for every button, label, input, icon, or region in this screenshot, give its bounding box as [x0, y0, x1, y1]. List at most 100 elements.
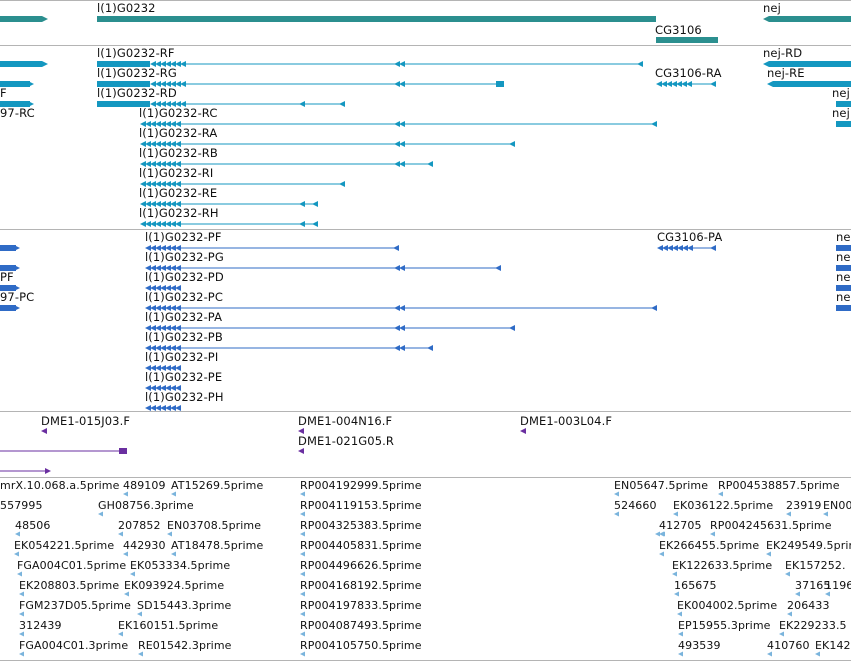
est-glyph[interactable] — [14, 551, 19, 557]
transcript-glyph[interactable] — [170, 121, 176, 127]
transcript-glyph[interactable] — [394, 61, 400, 67]
transcript-label[interactable]: l(1)G0232-RC — [139, 106, 218, 120]
transcript-glyph[interactable] — [140, 201, 146, 207]
est-label[interactable]: RP004496626.5prime — [300, 559, 422, 572]
protein-glyph[interactable] — [170, 345, 176, 351]
transcript-label[interactable]: nej — [832, 106, 850, 120]
protein-glyph[interactable] — [155, 345, 161, 351]
protein-glyph[interactable] — [14, 265, 20, 271]
est-label[interactable]: 23919 — [786, 499, 822, 512]
transcript-glyph[interactable] — [155, 161, 161, 167]
protein-label[interactable]: l(1)G0232-PH — [145, 390, 224, 404]
est-glyph[interactable] — [815, 651, 820, 657]
transcript-glyph[interactable] — [175, 161, 181, 167]
gene-label[interactable]: nej — [763, 1, 781, 15]
protein-glyph[interactable] — [175, 365, 181, 371]
transcript-glyph[interactable] — [160, 181, 166, 187]
transcript-label[interactable]: l(1)G0232-RG — [97, 66, 177, 80]
est-label[interactable]: EK053334.5prime — [130, 559, 231, 572]
est-glyph[interactable] — [98, 511, 103, 517]
gene-glyph[interactable] — [656, 37, 718, 43]
transcript-glyph[interactable] — [399, 61, 405, 67]
transcript-glyph[interactable] — [150, 181, 156, 187]
transcript-glyph[interactable] — [661, 81, 667, 87]
transcript-glyph[interactable] — [312, 221, 318, 227]
est-glyph[interactable] — [19, 651, 24, 657]
protein-glyph[interactable] — [165, 365, 171, 371]
transcript-label[interactable]: nej — [832, 86, 850, 100]
clone-label[interactable]: DME1-003L04.F — [520, 414, 613, 428]
est-label[interactable]: FGA004C01.5prime — [17, 559, 127, 572]
transcript-glyph[interactable] — [175, 141, 181, 147]
est-label[interactable]: EN03708.5prime — [167, 519, 262, 532]
transcript-glyph[interactable] — [394, 81, 400, 87]
transcript-glyph[interactable] — [160, 81, 166, 87]
protein-glyph[interactable] — [160, 285, 166, 291]
est-glyph[interactable] — [710, 531, 715, 537]
protein-glyph[interactable] — [155, 285, 161, 291]
transcript-glyph[interactable] — [836, 121, 851, 127]
est-glyph[interactable] — [660, 531, 665, 537]
protein-glyph[interactable] — [145, 385, 151, 391]
protein-glyph[interactable] — [427, 345, 433, 351]
transcript-glyph[interactable] — [710, 81, 716, 87]
protein-glyph[interactable] — [160, 345, 166, 351]
transcript-glyph[interactable] — [763, 61, 769, 67]
protein-glyph[interactable] — [170, 265, 176, 271]
gene-label[interactable]: CG3106 — [655, 23, 702, 37]
protein-glyph[interactable] — [394, 305, 400, 311]
est-glyph[interactable] — [823, 511, 828, 517]
protein-glyph[interactable] — [165, 405, 171, 411]
protein-label[interactable]: ne — [836, 270, 851, 284]
transcript-label[interactable]: l(1)G0232-RD — [97, 86, 177, 100]
transcript-glyph[interactable] — [155, 121, 161, 127]
transcript-label[interactable]: l(1)G0232-RF — [97, 46, 175, 60]
transcript-glyph[interactable] — [299, 101, 305, 107]
est-glyph[interactable] — [300, 651, 305, 657]
gene-glyph[interactable] — [769, 16, 851, 22]
protein-glyph[interactable] — [175, 325, 181, 331]
protein-glyph[interactable] — [145, 305, 151, 311]
gene-glyph[interactable] — [97, 16, 656, 22]
protein-glyph[interactable] — [14, 245, 20, 251]
transcript-glyph[interactable] — [150, 161, 156, 167]
transcript-glyph[interactable] — [160, 141, 166, 147]
transcript-glyph[interactable] — [773, 81, 851, 87]
transcript-glyph[interactable] — [394, 161, 400, 167]
est-label[interactable]: EK249549.5prime — [766, 539, 851, 552]
protein-glyph[interactable] — [677, 245, 683, 251]
protein-label[interactable]: ne — [836, 250, 851, 264]
protein-glyph[interactable] — [836, 285, 851, 291]
est-glyph[interactable] — [300, 491, 305, 497]
protein-glyph[interactable] — [160, 385, 166, 391]
est-glyph[interactable] — [171, 551, 176, 557]
est-glyph[interactable] — [19, 631, 24, 637]
gene-glyph[interactable] — [42, 16, 48, 22]
clone-glyph[interactable] — [41, 428, 47, 434]
est-label[interactable]: EK093924.5prime — [124, 579, 225, 592]
est-glyph[interactable] — [659, 551, 664, 557]
transcript-glyph[interactable] — [165, 81, 171, 87]
transcript-label[interactable]: CG3106-RA — [655, 66, 722, 80]
est-glyph[interactable] — [300, 571, 305, 577]
protein-glyph[interactable] — [160, 305, 166, 311]
transcript-glyph[interactable] — [339, 101, 345, 107]
protein-glyph[interactable] — [175, 265, 181, 271]
est-glyph[interactable] — [678, 631, 683, 637]
transcript-glyph[interactable] — [175, 221, 181, 227]
est-label[interactable]: FGM237D05.5prime — [19, 599, 131, 612]
est-glyph[interactable] — [672, 571, 677, 577]
transcript-glyph[interactable] — [170, 161, 176, 167]
protein-label[interactable]: l(1)G0232-PC — [145, 290, 223, 304]
transcript-glyph[interactable] — [145, 141, 151, 147]
transcript-label[interactable]: F — [0, 86, 7, 100]
transcript-glyph[interactable] — [175, 61, 181, 67]
transcript-glyph[interactable] — [145, 201, 151, 207]
est-label[interactable]: RP004119153.5prime — [300, 499, 422, 512]
protein-glyph[interactable] — [175, 405, 181, 411]
transcript-glyph[interactable] — [165, 181, 171, 187]
protein-glyph[interactable] — [160, 245, 166, 251]
protein-glyph[interactable] — [155, 265, 161, 271]
est-label[interactable]: EK266455.5prime — [659, 539, 760, 552]
est-label[interactable]: SD15443.3prime — [137, 599, 232, 612]
